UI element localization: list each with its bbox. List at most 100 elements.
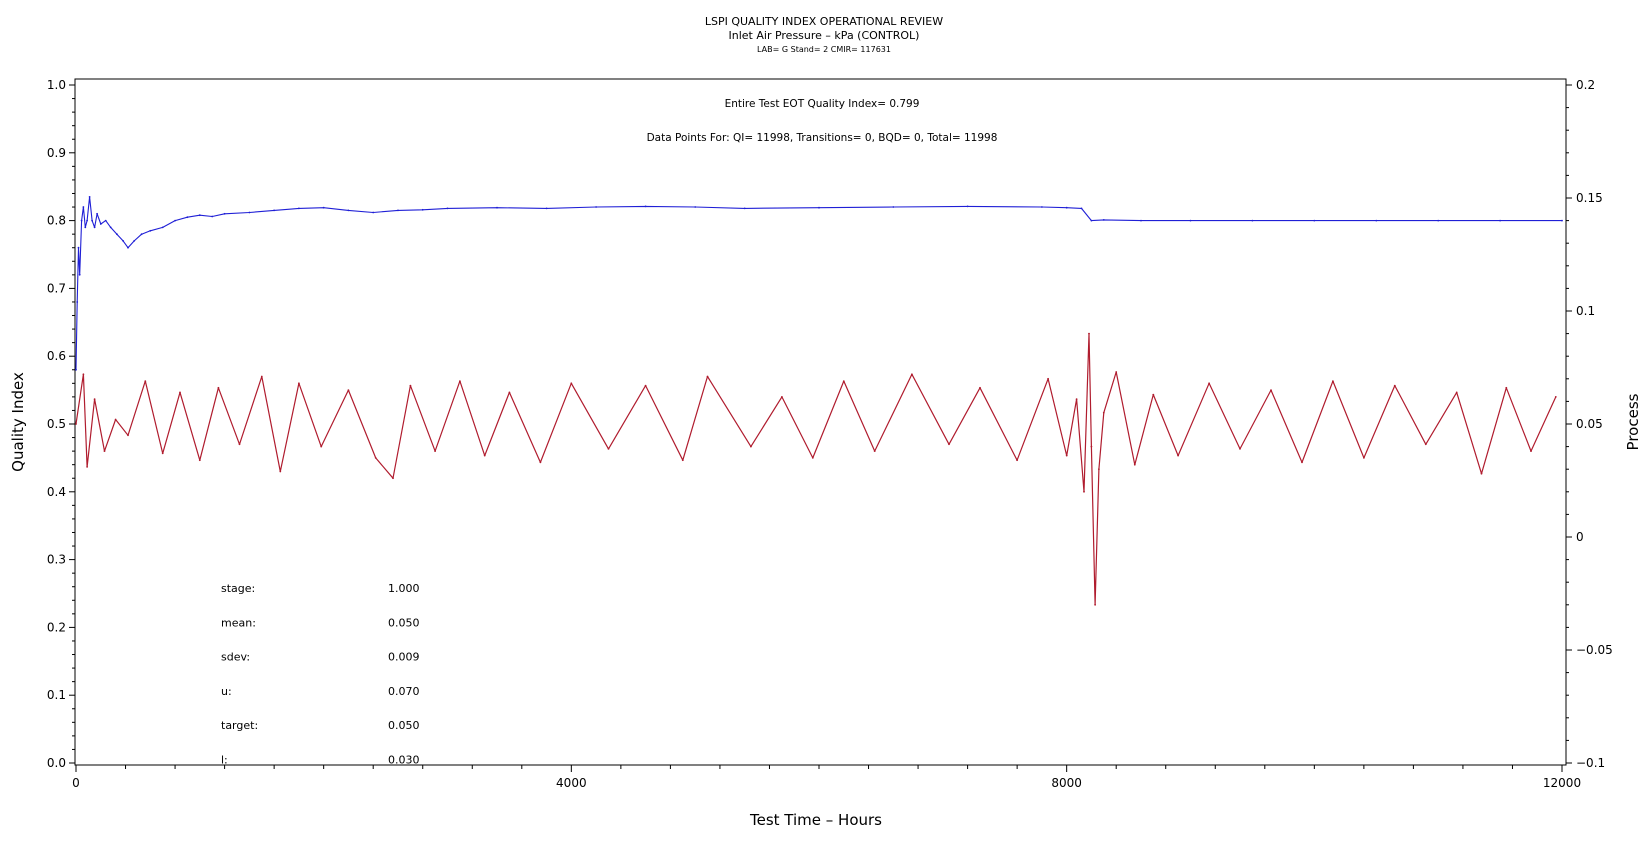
quality-index-point	[140, 233, 143, 236]
quality-index-point	[122, 240, 124, 242]
quality-index-point	[273, 209, 275, 212]
process-point	[114, 418, 117, 421]
quality-index-point	[372, 211, 375, 214]
process-point	[279, 470, 282, 473]
quality-index-point	[446, 207, 449, 210]
quality-index-point	[595, 206, 597, 208]
stat-label: l:	[221, 754, 228, 767]
quality-index-point	[1251, 219, 1254, 222]
quality-index-point	[496, 206, 498, 209]
quality-index-point	[76, 301, 79, 303]
quality-index-point	[322, 206, 325, 209]
process-point	[86, 466, 88, 468]
y-tick-label: 0.5	[47, 417, 66, 431]
quality-index-point	[644, 205, 647, 208]
process-point	[1554, 396, 1557, 398]
process-point	[706, 375, 709, 378]
process-point	[1393, 384, 1396, 387]
quality-index-point	[86, 219, 88, 222]
process-point	[260, 375, 263, 378]
quality-index-point	[84, 226, 87, 229]
y-tick-label: 0.6	[47, 349, 66, 363]
y-tick-label: 0.3	[47, 553, 66, 567]
process-point	[750, 445, 752, 448]
y2-tick-label: 0.05	[1576, 417, 1603, 431]
process-point	[1065, 454, 1068, 457]
process-point	[1075, 398, 1078, 400]
stat-value: 0.050	[388, 719, 420, 732]
process-point	[508, 391, 511, 394]
quality-index-point	[161, 226, 164, 229]
chart-title: LSPI QUALITY INDEX OPERATIONAL REVIEW	[705, 15, 943, 28]
quality-index-point	[1102, 219, 1105, 221]
y-tick-label: 0.8	[47, 214, 66, 228]
quality-index-point	[966, 205, 969, 208]
quality-index-point	[104, 219, 107, 222]
quality-index-point	[545, 207, 548, 210]
process-point	[1363, 457, 1365, 459]
process-point	[1270, 389, 1272, 391]
quality-index-point	[77, 246, 80, 249]
process-point	[347, 389, 350, 391]
process-point	[1133, 463, 1136, 466]
process-point	[392, 477, 394, 480]
stat-label: mean:	[221, 616, 256, 629]
stat-label: target:	[221, 719, 258, 732]
quality-index-point	[109, 226, 112, 229]
process-series-line	[75, 333, 1557, 606]
process-point	[1505, 386, 1508, 389]
process-point	[811, 457, 814, 459]
stats-table: stage: 1.000 mean: 0.050 sdev: 0.009 u: 0.070 ta…	[221, 582, 420, 767]
process-point	[320, 445, 323, 448]
process-point	[681, 459, 684, 462]
quality-index-point	[1375, 219, 1378, 222]
quality-index-point	[694, 206, 697, 208]
quality-index-point	[91, 219, 93, 222]
y-tick-label: 0.1	[47, 688, 66, 702]
quality-index-point	[1499, 219, 1501, 222]
stat-value: 0.030	[388, 754, 420, 767]
process-point	[1480, 472, 1483, 475]
quality-index-point	[96, 212, 98, 215]
quality-index-point	[1437, 219, 1440, 222]
quality-index-point	[116, 233, 118, 236]
process-point	[1094, 603, 1096, 606]
quality-index-point	[75, 368, 77, 371]
y2-tick-label: 0.15	[1576, 191, 1603, 205]
tick-layer: 0.0 0.1 0.2 0.3 0.4 0.5 0.6 0.7 0.8 0.9 1.0 −0.1 −0.…	[47, 78, 1613, 790]
process-point	[781, 396, 783, 398]
stat-value: 0.009	[388, 651, 420, 664]
quality-index-point	[347, 209, 350, 212]
x-tick-label: 4000	[556, 776, 587, 790]
quality-index-point	[1140, 219, 1142, 222]
quality-index-series-line	[75, 196, 1562, 370]
process-point	[82, 373, 85, 376]
quality-index-point	[133, 240, 136, 242]
process-point	[1083, 490, 1085, 493]
y2-tick-label: 0	[1576, 530, 1584, 544]
process-point	[979, 386, 981, 389]
process-point	[459, 380, 461, 382]
stat-label: u:	[221, 685, 232, 698]
y-tick-label: 0.0	[47, 756, 66, 770]
y-tick-label: 0.9	[47, 146, 66, 160]
y2-tick-label: 0.2	[1576, 78, 1595, 92]
process-point	[644, 384, 647, 387]
plot-area	[74, 78, 1567, 766]
process-point	[1208, 382, 1210, 385]
series-layer	[75, 196, 1563, 606]
y-tick-label: 1.0	[47, 78, 66, 92]
process-point	[1301, 461, 1303, 464]
process-point	[948, 443, 950, 446]
annotation-quality-index: Entire Test EOT Quality Index= 0.799	[725, 98, 920, 110]
chart-subtitle: Inlet Air Pressure – kPa (CONTROL)	[729, 29, 920, 42]
quality-index-point	[1313, 219, 1316, 222]
quality-index-point	[99, 223, 102, 225]
process-point	[144, 380, 147, 382]
process-point	[1047, 377, 1049, 380]
quality-index-point	[743, 207, 746, 210]
quality-index-point	[174, 219, 177, 222]
process-point	[1332, 380, 1334, 382]
y-tick-label: 0.4	[47, 485, 66, 499]
